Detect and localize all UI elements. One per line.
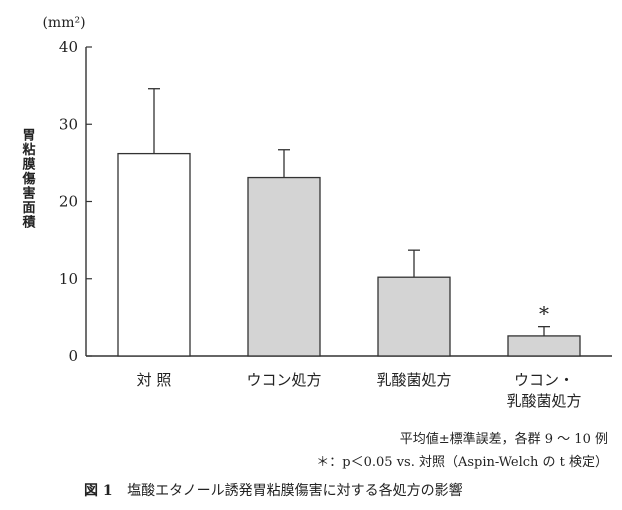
bar [117, 152, 191, 357]
bar [507, 335, 581, 357]
x-tick-label: ウコン・ [514, 371, 574, 389]
y-axis-title: 胃粘膜傷害面積 [21, 129, 36, 231]
figure-label: 図 1 [84, 483, 113, 499]
bar [247, 176, 321, 357]
chart-bars [117, 88, 581, 357]
y-tick-label: 40 [59, 38, 78, 56]
figure-title: 塩酸エタノール誘発胃粘膜傷害に対する各処方の影響 [127, 483, 463, 499]
y-unit-label: (mm²) [42, 15, 85, 31]
y-tick-label: 30 [59, 115, 78, 133]
y-tick-label: 0 [68, 347, 78, 365]
x-tick-label: 対 照 [137, 371, 172, 389]
figure-caption: 図 1 塩酸エタノール誘発胃粘膜傷害に対する各処方の影響 [84, 480, 463, 500]
x-tick-label: ウコン処方 [246, 371, 321, 389]
significance-marker: * [539, 302, 549, 326]
stats-note: 平均値±標準誤差，各群 9 ～ 10 例 [399, 432, 608, 447]
y-tick-label: 10 [59, 270, 78, 288]
x-tick-label: 乳酸菌処方 [376, 371, 451, 389]
bar-chart: 010203040(mm²)胃粘膜傷害面積対 照ウコン処方 乳酸菌処方*ウコン・乳… [21, 15, 612, 410]
significance-note: ＊：p＜0.05 vs. 対照（Aspin-Welch の t 検定） [316, 455, 608, 470]
bar [377, 276, 451, 357]
x-tick-label: 乳酸菌処方 [506, 392, 581, 410]
y-tick-label: 20 [59, 193, 78, 211]
chart-labels: 010203040(mm²)胃粘膜傷害面積対 照ウコン処方 乳酸菌処方*ウコン・乳… [21, 15, 581, 410]
